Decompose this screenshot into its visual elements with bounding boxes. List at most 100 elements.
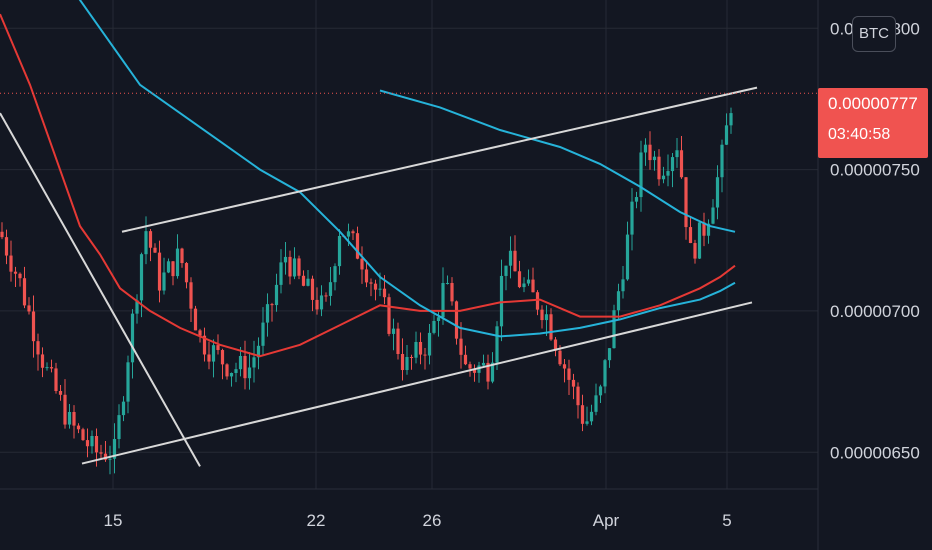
trendlines[interactable] bbox=[0, 86, 758, 467]
candle-body bbox=[31, 311, 36, 342]
candle-body bbox=[648, 144, 652, 161]
candle-body bbox=[76, 425, 81, 430]
candle-body bbox=[49, 367, 54, 369]
candle-body bbox=[94, 435, 99, 453]
candle-body bbox=[495, 326, 499, 363]
candle-body bbox=[697, 222, 702, 259]
candle-body bbox=[562, 364, 567, 369]
x-axis-ticks: 15 22 26 Apr 5 bbox=[104, 511, 732, 530]
candle-body bbox=[594, 395, 598, 412]
candle-body bbox=[220, 350, 225, 365]
candle-body bbox=[229, 372, 234, 377]
candle-body bbox=[40, 354, 45, 368]
candle-body bbox=[724, 125, 729, 145]
candle-body bbox=[216, 345, 220, 351]
candle-body bbox=[486, 362, 490, 382]
candle-body bbox=[373, 283, 378, 290]
trendline bbox=[0, 112, 201, 467]
moving-average-line bbox=[78, 0, 736, 338]
candle-body bbox=[103, 453, 108, 460]
candle-body bbox=[4, 237, 9, 256]
candle-body bbox=[549, 314, 553, 340]
candle-body bbox=[193, 308, 198, 331]
candle-body bbox=[346, 231, 351, 237]
candle-body bbox=[45, 367, 49, 369]
candle-body bbox=[598, 386, 603, 396]
y-tick-label: 0.00000700 bbox=[830, 302, 920, 321]
candle-body bbox=[468, 364, 472, 369]
candle-body bbox=[130, 313, 135, 363]
candle-body bbox=[153, 247, 157, 253]
candle-body bbox=[652, 156, 657, 161]
currency-badge[interactable]: BTC bbox=[852, 16, 896, 52]
candle-body bbox=[459, 338, 463, 355]
candle-body bbox=[270, 304, 274, 306]
candle-body bbox=[387, 297, 391, 334]
candle-body bbox=[256, 345, 261, 358]
trendline bbox=[81, 301, 753, 465]
candle-body bbox=[463, 354, 468, 365]
candle-body bbox=[265, 304, 270, 323]
candle-body bbox=[202, 335, 207, 355]
candle-body bbox=[225, 364, 229, 377]
candle-body bbox=[369, 282, 373, 284]
candle-body bbox=[13, 271, 18, 274]
candle-body bbox=[477, 365, 481, 373]
candle-body bbox=[616, 291, 621, 311]
candle-body bbox=[315, 299, 319, 310]
candle-body bbox=[522, 283, 526, 288]
y-tick-label: 0.00000650 bbox=[830, 443, 920, 462]
candle-body bbox=[603, 360, 607, 387]
candle-body bbox=[0, 231, 4, 238]
candle-body bbox=[157, 252, 162, 291]
candle-body bbox=[90, 435, 94, 447]
candle-body bbox=[144, 231, 148, 255]
candles bbox=[0, 107, 733, 475]
candle-body bbox=[288, 256, 292, 277]
candle-body bbox=[436, 317, 441, 322]
trendline bbox=[121, 86, 758, 233]
candle-body bbox=[63, 394, 67, 425]
candle-body bbox=[162, 272, 166, 291]
candle-body bbox=[445, 282, 450, 284]
candle-body bbox=[531, 279, 535, 293]
candle-body bbox=[490, 362, 495, 382]
candle-body bbox=[207, 354, 211, 362]
candle-body bbox=[643, 144, 648, 153]
candle-body bbox=[351, 231, 355, 234]
candle-body bbox=[432, 321, 436, 333]
candle-body bbox=[670, 157, 675, 172]
candle-body bbox=[666, 171, 670, 176]
candle-body bbox=[355, 233, 360, 259]
candle-body bbox=[409, 356, 414, 358]
candle-body bbox=[252, 357, 256, 368]
candle-body bbox=[36, 341, 40, 355]
candle-body bbox=[184, 263, 189, 283]
candle-body bbox=[391, 328, 396, 334]
candle-body bbox=[18, 273, 22, 279]
candle-countdown: 03:40:58 bbox=[828, 126, 891, 143]
candle-body bbox=[675, 150, 679, 158]
candle-body bbox=[612, 310, 616, 349]
x-tick-label: 26 bbox=[423, 511, 442, 530]
candle-body bbox=[108, 458, 112, 460]
candle-body bbox=[441, 283, 445, 318]
candle-body bbox=[585, 421, 589, 424]
candle-body bbox=[126, 362, 130, 402]
candle-body bbox=[625, 234, 630, 280]
candle-body bbox=[418, 341, 423, 355]
candle-body bbox=[589, 411, 594, 422]
candle-body bbox=[198, 330, 202, 336]
candle-body bbox=[702, 222, 706, 236]
candle-body bbox=[472, 368, 477, 373]
candle-body bbox=[684, 177, 688, 228]
y-tick-label: 0.00000750 bbox=[830, 161, 920, 180]
candle-body bbox=[621, 279, 625, 292]
candle-body bbox=[499, 275, 504, 327]
moving-average-line bbox=[379, 89, 736, 233]
candle-body bbox=[99, 452, 103, 454]
candle-body bbox=[630, 201, 634, 235]
